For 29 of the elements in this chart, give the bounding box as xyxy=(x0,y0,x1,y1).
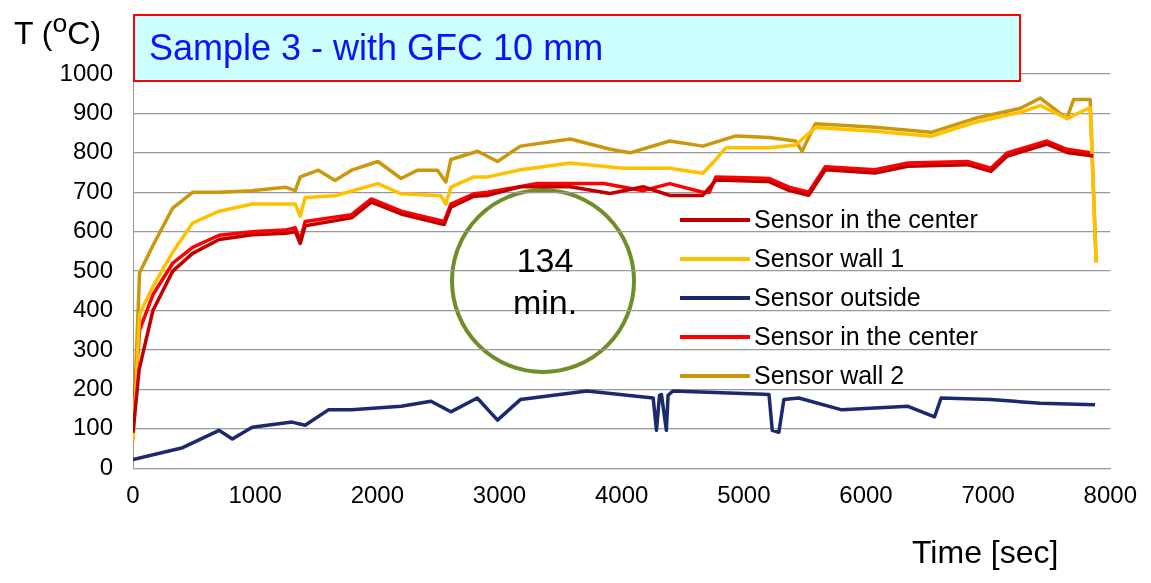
x-tick-label: 0 xyxy=(126,481,140,509)
x-tick-label: 8000 xyxy=(1083,481,1137,509)
legend-label: Sensor outside xyxy=(754,283,921,312)
x-axis-title: Time [sec] xyxy=(912,534,1059,571)
x-tick-label: 1000 xyxy=(228,481,282,509)
x-tick-label: 2000 xyxy=(350,481,405,509)
y-tick-label: 300 xyxy=(72,334,113,362)
chart-title: Sample 3 - with GFC 10 mm xyxy=(149,26,604,70)
y-tick-label: 200 xyxy=(72,373,113,401)
x-tick-label: 7000 xyxy=(961,481,1015,509)
y-tick-label: 900 xyxy=(72,98,113,126)
y-tick-label: 0 xyxy=(99,452,113,480)
x-tick-label: 6000 xyxy=(839,481,893,509)
y-axis-title: T ($^{o}$C) xyxy=(14,8,102,52)
y-tick-label: 600 xyxy=(72,216,113,244)
legend-label: Sensor in the center xyxy=(754,322,978,351)
annotation: 134 min. xyxy=(511,240,579,323)
y-tick-label: 500 xyxy=(72,255,113,283)
y-tick-label: 700 xyxy=(72,176,113,204)
legend-label: Sensor wall 1 xyxy=(754,244,905,273)
y-tick-label: 400 xyxy=(72,295,113,323)
x-tick-label: 4000 xyxy=(594,481,649,509)
y-tick-label: 100 xyxy=(72,413,113,441)
y-tick-label: 800 xyxy=(72,137,113,165)
y-tick-label: 1000 xyxy=(59,58,113,86)
legend-label: Sensor wall 2 xyxy=(754,361,905,390)
legend-label: Sensor in the center xyxy=(754,205,978,234)
x-tick-label: 5000 xyxy=(717,481,771,509)
x-tick-label: 3000 xyxy=(472,481,527,509)
